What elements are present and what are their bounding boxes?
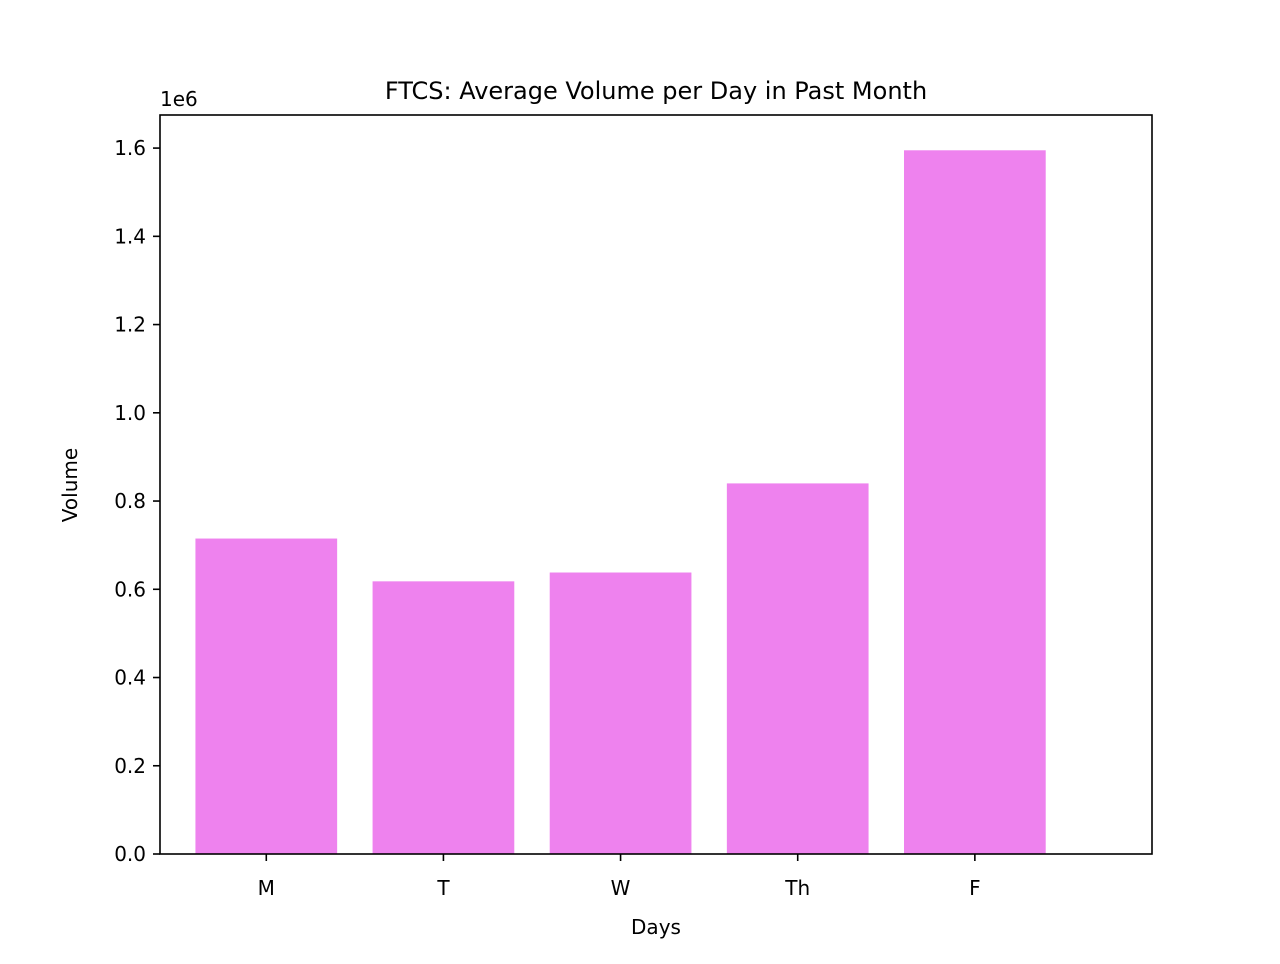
- x-tick-label: M: [258, 876, 275, 900]
- y-axis-ticks: 0.0 0.2 0.4 0.6 0.8 1.0 1.2 1.4 1.6: [114, 136, 160, 866]
- x-tick-label: W: [611, 876, 631, 900]
- x-axis-ticks: M T W Th F: [258, 854, 981, 900]
- x-tick-label: F: [969, 876, 981, 900]
- bar-f: [904, 150, 1046, 854]
- bar-m: [195, 538, 338, 854]
- y-tick-label: 0.8: [114, 489, 146, 513]
- x-axis-label: Days: [631, 915, 681, 939]
- bar-w: [549, 572, 692, 854]
- chart-title: FTCS: Average Volume per Day in Past Mon…: [385, 77, 927, 105]
- bar-th: [726, 483, 869, 854]
- y-tick-label: 0.2: [114, 754, 146, 778]
- y-tick-label: 1.2: [114, 313, 146, 337]
- y-tick-label: 1.4: [114, 224, 146, 248]
- x-tick-label: T: [436, 876, 450, 900]
- x-tick-label: Th: [784, 876, 810, 900]
- bars-group: [195, 150, 1046, 854]
- y-tick-label: 1.0: [114, 401, 146, 425]
- y-tick-label: 0.6: [114, 577, 146, 601]
- y-tick-label: 0.0: [114, 842, 146, 866]
- y-axis-offset-label: 1e6: [160, 87, 198, 111]
- plot-area-frame: [159, 114, 1153, 855]
- y-tick-label: 1.6: [114, 136, 146, 160]
- y-axis-label: Volume: [58, 448, 82, 522]
- y-tick-label: 0.4: [114, 666, 146, 690]
- bar-t: [372, 581, 515, 854]
